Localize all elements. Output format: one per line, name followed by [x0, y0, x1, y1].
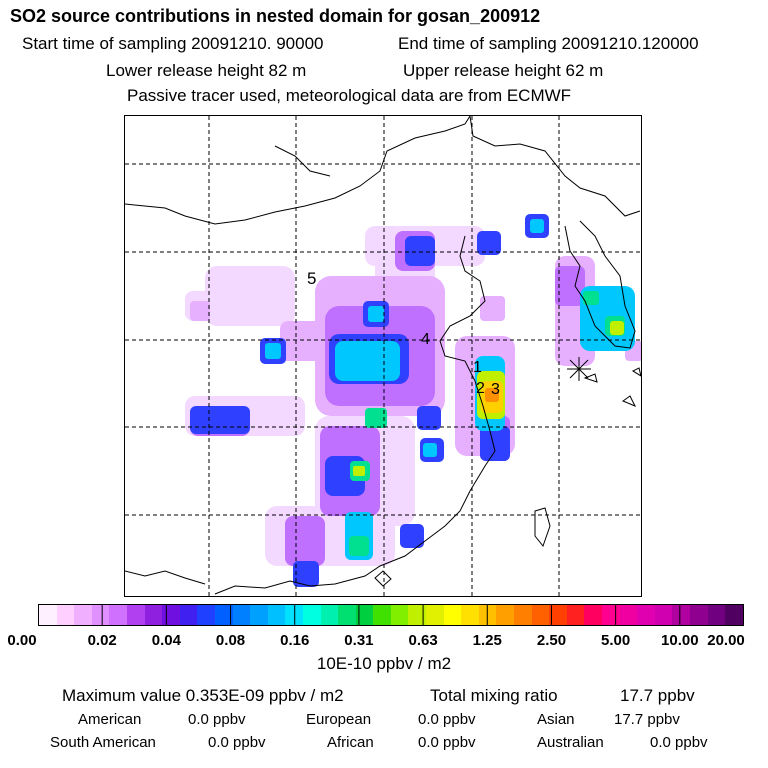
coastlines [125, 116, 641, 595]
region-value-asian: 17.7 ppbv [614, 711, 680, 728]
colorbar-tick-label: 0.63 [408, 632, 438, 649]
colorbar-tick-label: 0.04 [151, 632, 181, 649]
map-panel: 5 4 1 2 3 [124, 115, 642, 597]
colorbar-segment [56, 605, 75, 625]
colorbar-segment [461, 605, 479, 625]
region-name-american: American [78, 711, 142, 728]
colorbar-tick-label: 20.00 [707, 632, 745, 649]
colorbar-segment [144, 605, 163, 625]
colorbar-segment [320, 605, 339, 625]
receptor-star-icon [567, 357, 591, 381]
region-label-2: 2 [476, 380, 485, 397]
total-mixing-ratio-value: 17.7 ppbv [620, 686, 695, 705]
region-name-african: African [327, 734, 374, 751]
colorbar-segment [214, 605, 233, 625]
region-label-4: 4 [421, 331, 430, 348]
region-value-south-american: 0.0 ppbv [208, 734, 266, 751]
colorbar-segment [566, 605, 585, 625]
colorbar-segment [654, 605, 673, 625]
region-label-3: 3 [491, 381, 500, 398]
region-name-australian: Australian [537, 734, 604, 751]
region-label-1: 1 [473, 359, 482, 376]
region-label-5: 5 [307, 269, 317, 288]
colorbar-segment [689, 605, 708, 625]
colorbar-segment [91, 605, 110, 625]
colorbar-segment [426, 605, 444, 625]
colorbar-segment [496, 605, 515, 625]
colorbar-segment [39, 605, 57, 625]
region-value-american: 0.0 ppbv [188, 711, 246, 728]
upper-release-height: Upper release height 62 m [403, 61, 604, 80]
colorbar-segment [126, 605, 145, 625]
colorbar-segment [531, 605, 550, 625]
colorbar-segment [250, 605, 268, 625]
colorbar-segment [373, 605, 391, 625]
max-value: Maximum value 0.353E-09 ppbv / m2 [62, 686, 344, 705]
colorbar-segment [443, 605, 462, 625]
colorbar-segment [338, 605, 356, 625]
lat-lon-grid [125, 116, 641, 596]
colorbar-segment [725, 605, 743, 625]
region-value-african: 0.0 ppbv [418, 734, 476, 751]
region-name-south-american: South American [50, 734, 156, 751]
colorbar-segment [197, 605, 215, 625]
colorbar-tick-label: 0.16 [280, 632, 310, 649]
colorbar-segment [285, 605, 303, 625]
colorbar-tick-label: 1.25 [472, 632, 502, 649]
colorbar-segment [109, 605, 127, 625]
colorbar-segment [179, 605, 198, 625]
colorbar-segment [390, 605, 409, 625]
colorbar-segment [267, 605, 286, 625]
contribution-map [125, 116, 641, 596]
region-value-european: 0.0 ppbv [418, 711, 476, 728]
region-name-european: European [306, 711, 372, 728]
end-time: End time of sampling 20091210.120000 [398, 34, 699, 53]
colorbar-segment [584, 605, 602, 625]
colorbar-tick-label: 0.31 [344, 632, 374, 649]
colorbar-tick-label: 2.50 [536, 632, 567, 649]
colorbar-tick-label: 0.00 [7, 632, 37, 649]
colorbar-tick-label: 5.00 [601, 632, 631, 649]
region-value-australian: 0.0 ppbv [650, 734, 708, 751]
colorbar-segment [672, 605, 690, 625]
colorbar-segment [355, 605, 374, 625]
contribution-field [185, 214, 641, 587]
tracer-note: Passive tracer used, meteorological data… [127, 86, 572, 105]
colorbar-segment [302, 605, 321, 625]
colorbar-segment [408, 605, 427, 625]
colorbar-segment [232, 605, 251, 625]
colorbar-segment [514, 605, 532, 625]
colorbar-segment [637, 605, 655, 625]
colorbar-units: 10E-10 ppbv / m2 [316, 654, 452, 673]
colorbar-tick-label: 10.00 [661, 632, 699, 649]
region-name-asian: Asian [537, 711, 575, 728]
colorbar-segment [707, 605, 726, 625]
colorbar-tick-label: 0.08 [215, 632, 246, 649]
colorbar-tick-label: 0.02 [87, 632, 117, 649]
colorbar-ticks [101, 604, 681, 626]
colorbar-segment [549, 605, 567, 625]
colorbar-segment [74, 605, 92, 625]
start-time: Start time of sampling 20091210. 90000 [22, 34, 324, 53]
colorbar [38, 604, 744, 626]
map-title: SO2 source contributions in nested domai… [10, 6, 541, 26]
lower-release-height: Lower release height 82 m [106, 61, 307, 80]
total-mixing-ratio-label: Total mixing ratio [430, 686, 558, 705]
colorbar-segment [619, 605, 638, 625]
